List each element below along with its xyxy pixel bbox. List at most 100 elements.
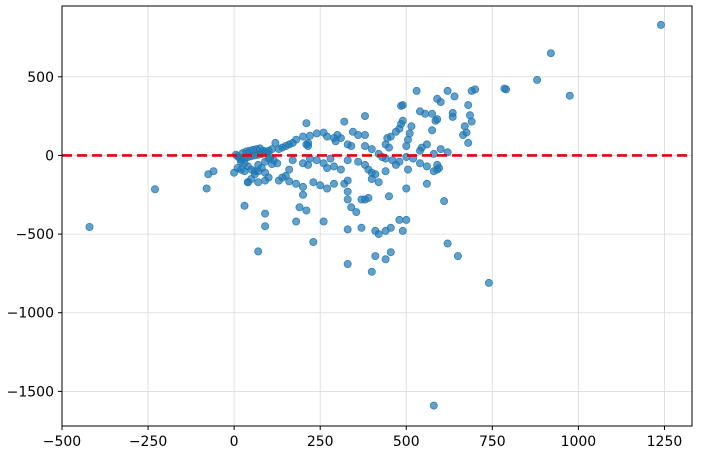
data-point — [459, 130, 468, 139]
data-point — [357, 223, 366, 232]
data-point — [402, 215, 411, 224]
data-point — [371, 252, 380, 261]
data-point — [323, 184, 332, 193]
data-point — [243, 178, 252, 187]
data-point — [285, 177, 294, 186]
data-point — [343, 156, 352, 165]
data-point — [448, 112, 457, 121]
data-point — [347, 203, 356, 212]
data-point — [271, 138, 280, 147]
data-point — [230, 168, 239, 177]
data-point — [336, 165, 345, 174]
data-point — [305, 131, 314, 140]
data-point — [374, 178, 383, 187]
y-tick-label: 0 — [45, 148, 54, 164]
data-point — [443, 86, 452, 95]
data-point — [360, 141, 369, 150]
data-point — [397, 101, 406, 110]
data-point — [323, 132, 332, 141]
data-point — [204, 170, 213, 179]
y-tick-label: −500 — [16, 227, 54, 243]
x-tick-label: 250 — [307, 434, 334, 450]
data-point — [443, 239, 452, 248]
data-point — [295, 203, 304, 212]
data-points — [85, 20, 666, 410]
data-point — [422, 162, 431, 171]
data-point — [360, 112, 369, 121]
data-point — [422, 179, 431, 188]
data-point — [302, 206, 311, 215]
data-point — [422, 140, 431, 149]
x-tick-label: 1000 — [561, 434, 597, 450]
data-point — [236, 157, 245, 166]
data-point — [261, 222, 270, 231]
grid — [61, 6, 692, 426]
data-point — [428, 126, 437, 135]
data-point — [329, 179, 338, 188]
data-point — [395, 215, 404, 224]
data-point — [254, 178, 263, 187]
data-point — [312, 129, 321, 138]
data-point — [343, 187, 352, 196]
data-point — [319, 159, 328, 168]
data-point — [347, 141, 356, 150]
data-point — [502, 85, 511, 94]
data-point — [453, 252, 462, 261]
data-point — [371, 170, 380, 179]
data-point — [391, 127, 400, 136]
x-tick-label: 1250 — [647, 434, 683, 450]
y-axis-ticks: 500 0 −500 −1000 −1500 — [7, 70, 62, 400]
data-point — [381, 167, 390, 176]
data-point — [85, 222, 94, 231]
data-point — [533, 75, 542, 84]
data-point — [274, 145, 283, 154]
data-point — [352, 208, 361, 217]
data-point — [254, 247, 263, 256]
data-point — [309, 237, 318, 246]
data-point — [407, 122, 416, 131]
data-point — [467, 86, 476, 95]
data-point — [150, 185, 159, 194]
y-tick-label: −1500 — [7, 384, 54, 400]
x-tick-label: 0 — [230, 434, 239, 450]
data-point — [484, 278, 493, 287]
data-point — [440, 197, 449, 206]
data-point — [565, 91, 574, 100]
data-point — [240, 201, 249, 210]
data-point — [381, 255, 390, 264]
y-tick-label: −1000 — [7, 306, 54, 322]
data-point — [384, 192, 393, 201]
data-point — [292, 179, 301, 188]
x-tick-label: −250 — [129, 434, 167, 450]
data-point — [415, 159, 424, 168]
data-point — [261, 168, 270, 177]
data-point — [302, 140, 311, 149]
data-point — [412, 86, 421, 95]
data-point — [450, 92, 459, 101]
data-point — [261, 176, 270, 185]
y-tick-label: 500 — [27, 70, 54, 86]
data-point — [343, 225, 352, 234]
x-axis-ticks: −500 −250 0 250 500 750 1000 1250 — [43, 426, 683, 450]
data-point — [298, 182, 307, 191]
data-point — [302, 119, 311, 128]
data-point — [386, 248, 395, 257]
data-point — [312, 156, 321, 165]
data-point — [433, 165, 442, 174]
data-point — [316, 181, 325, 190]
data-point — [464, 101, 473, 110]
data-point — [433, 94, 442, 103]
data-point — [326, 154, 335, 163]
data-point — [464, 138, 473, 147]
data-point — [309, 178, 318, 187]
data-point — [429, 401, 438, 410]
data-point — [292, 217, 301, 226]
data-point — [360, 130, 369, 139]
data-point — [402, 184, 411, 193]
data-point — [343, 176, 352, 185]
data-point — [261, 209, 270, 218]
data-point — [319, 217, 328, 226]
data-point — [298, 132, 307, 141]
data-point — [354, 130, 363, 139]
